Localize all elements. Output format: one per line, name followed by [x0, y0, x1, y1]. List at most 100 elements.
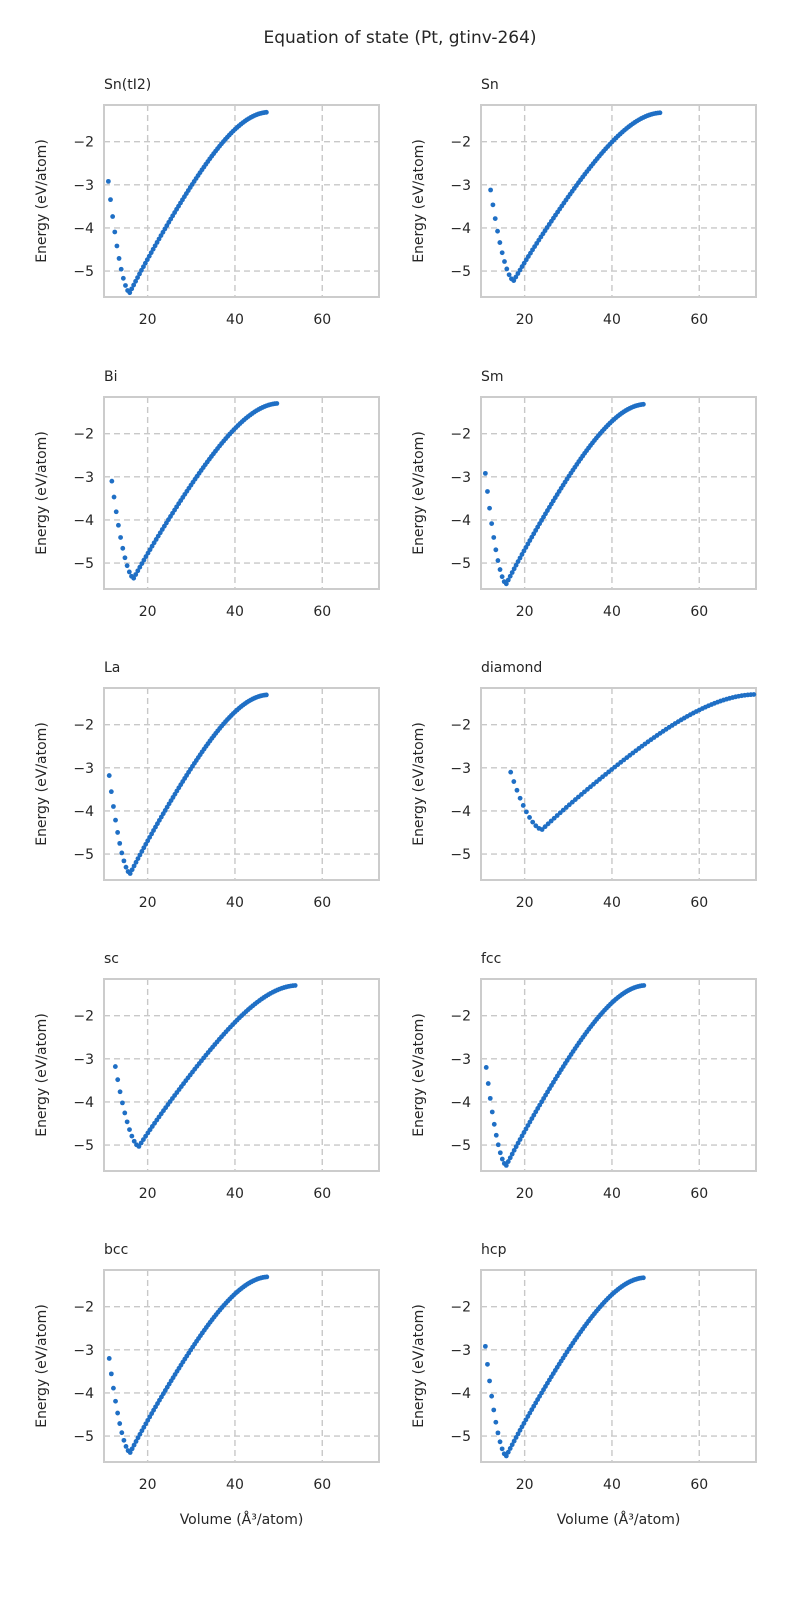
- y-tick-label: −2: [73, 135, 94, 151]
- data-point: [519, 1133, 525, 1139]
- y-tick-label: −4: [73, 221, 94, 237]
- data-point: [640, 401, 646, 407]
- x-tick-label: 60: [313, 604, 331, 620]
- data-point: [264, 1274, 270, 1280]
- data-point: [122, 555, 128, 561]
- data-point: [511, 1438, 517, 1444]
- data-point: [114, 243, 120, 249]
- data-point: [499, 250, 505, 256]
- y-tick-label: −5: [73, 1138, 94, 1154]
- data-point: [119, 850, 125, 856]
- y-axis-label: Energy (eV/atom): [411, 1013, 427, 1137]
- y-tick-label: −5: [73, 1429, 94, 1445]
- y-axis-label: Energy (eV/atom): [34, 722, 50, 846]
- y-tick-label: −5: [450, 1429, 471, 1445]
- data-point: [491, 1407, 497, 1413]
- y-tick-label: −3: [450, 761, 471, 777]
- y-tick-label: −2: [73, 427, 94, 443]
- x-tick-label: 60: [690, 604, 708, 620]
- data-point: [131, 1138, 137, 1144]
- x-tick-label: 60: [313, 895, 331, 911]
- data-point: [517, 267, 523, 273]
- data-point: [482, 1343, 488, 1349]
- data-point: [117, 840, 123, 846]
- data-point: [137, 1431, 143, 1437]
- data-point: [144, 257, 150, 263]
- panel-sc: 20 40 60 −2 −3 −4 −5 sc Energy (eV/atom): [34, 951, 380, 1202]
- data-point: [505, 577, 511, 583]
- data-point: [121, 1437, 127, 1443]
- x-tick-label: 40: [226, 604, 244, 620]
- data-point: [539, 827, 545, 832]
- data-point: [495, 228, 500, 234]
- data-point: [497, 240, 503, 245]
- data-point: [527, 815, 532, 820]
- y-tick-label: −3: [450, 1052, 471, 1068]
- y-tick-label: −2: [450, 427, 471, 443]
- data-point: [123, 864, 129, 870]
- data-point: [641, 983, 647, 988]
- x-tick-label: 40: [226, 312, 244, 328]
- data-point: [493, 1419, 499, 1425]
- data-point: [131, 1442, 137, 1448]
- data-point: [530, 819, 536, 825]
- x-tick-label: 60: [690, 895, 708, 911]
- data-point: [517, 1427, 523, 1433]
- data-point: [112, 1064, 118, 1069]
- data-point: [502, 259, 507, 264]
- plot-frame: [480, 978, 757, 1172]
- data-point: [109, 478, 115, 484]
- x-tick-label: 20: [139, 895, 157, 911]
- data-point: [120, 1100, 125, 1106]
- y-axis-label: Energy (eV/atom): [411, 1304, 427, 1428]
- x-tick-label: 20: [139, 604, 157, 620]
- data-point: [507, 1446, 513, 1451]
- data-point: [124, 563, 130, 569]
- panel-fcc: 20 40 60 −2 −3 −4 −5 fcc Energy (eV/atom): [411, 951, 757, 1202]
- data-point: [489, 521, 495, 526]
- y-axis-label: Energy (eV/atom): [34, 139, 50, 263]
- plot-frame: [480, 1269, 757, 1463]
- y-tick-label: −3: [450, 1343, 471, 1359]
- data-point: [133, 859, 139, 865]
- y-tick-label: −4: [73, 1095, 94, 1111]
- data-point: [129, 286, 135, 292]
- y-tick-label: −3: [73, 470, 94, 486]
- data-point: [139, 561, 145, 567]
- x-tick-label: 20: [516, 1186, 534, 1202]
- data-point: [123, 283, 128, 288]
- x-tick-label: 40: [603, 604, 621, 620]
- data-point: [143, 554, 149, 559]
- data-point: [515, 1431, 521, 1437]
- y-tick-label: −4: [73, 513, 94, 529]
- data-point: [493, 547, 499, 553]
- data-point: [108, 789, 114, 795]
- data-point: [514, 787, 520, 793]
- data-point: [499, 1156, 505, 1162]
- data-point: [490, 202, 496, 208]
- data-point: [503, 581, 509, 587]
- data-point: [507, 1155, 513, 1161]
- data-point: [515, 271, 521, 276]
- y-tick-label: −5: [73, 264, 94, 280]
- y-tick-label: −2: [450, 135, 471, 151]
- data-point: [133, 572, 139, 577]
- panel-sn: 20 40 60 −2 −3 −4 −5 Sn Energy (eV/atom): [411, 77, 757, 328]
- data-point: [113, 509, 119, 515]
- data-point: [263, 109, 269, 115]
- data-point: [499, 574, 505, 580]
- data-point: [491, 535, 497, 540]
- data-point: [657, 110, 663, 116]
- y-tick-label: −3: [450, 178, 471, 194]
- y-tick-label: −2: [450, 1009, 471, 1025]
- data-point: [118, 535, 123, 540]
- data-point: [131, 282, 137, 288]
- data-point: [263, 692, 269, 698]
- data-point: [503, 1162, 509, 1168]
- y-tick-label: −5: [73, 556, 94, 572]
- data-point: [487, 1095, 493, 1101]
- x-tick-label: 20: [139, 312, 157, 328]
- data-point: [133, 1439, 139, 1444]
- y-tick-label: −2: [73, 718, 94, 734]
- data-point: [135, 1435, 141, 1441]
